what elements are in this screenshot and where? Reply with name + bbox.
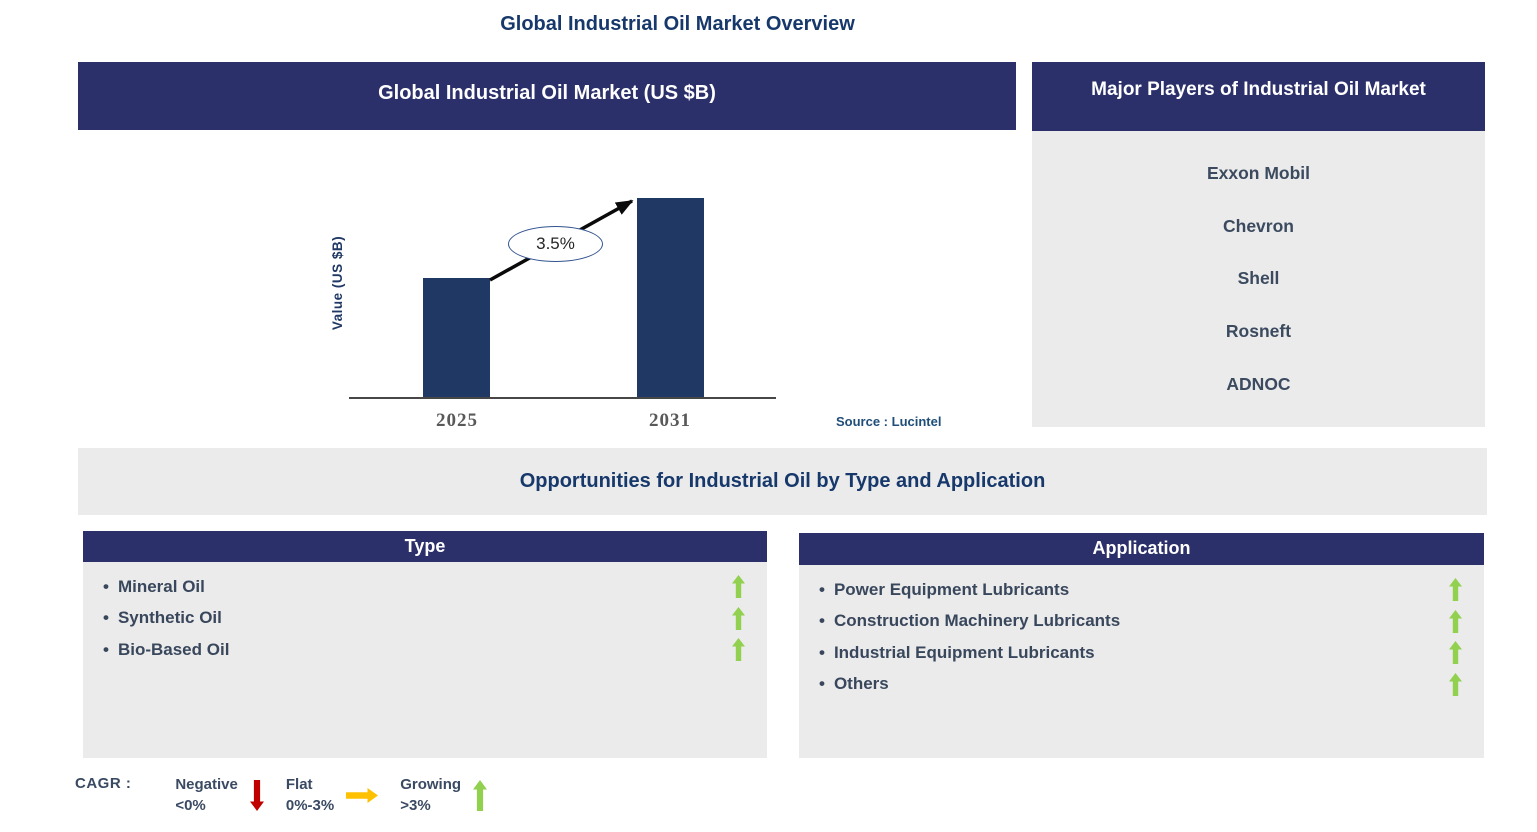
cagr-legend-label: CAGR : [75, 775, 132, 792]
application-panel-header: Application [799, 533, 1484, 565]
bar-2031 [637, 198, 704, 397]
cagr-annotation: 3.5% [508, 226, 603, 262]
up-arrow-icon [1449, 641, 1462, 665]
legend-entry-range: <0% [175, 797, 206, 814]
legend-entry-name: Growing [400, 776, 462, 793]
major-players-list: Exxon Mobil Chevron Shell Rosneft ADNOC [1032, 131, 1485, 427]
application-item-label: Power Equipment Lubricants [819, 580, 1069, 600]
x-axis-line [349, 397, 776, 399]
player-name: Shell [1237, 268, 1280, 289]
up-arrow-icon [1449, 672, 1462, 696]
legend-entry-name: Negative [175, 776, 238, 793]
list-item: Others [799, 669, 1484, 701]
legend-entry-flat: Flat 0%-3% [285, 774, 379, 816]
list-item: Bio-Based Oil [83, 634, 767, 666]
list-item: Industrial Equipment Lubricants [799, 637, 1484, 669]
application-item-label: Others [819, 674, 889, 694]
major-players-title: Major Players of Industrial Oil Market [1091, 78, 1426, 100]
list-item: Power Equipment Lubricants [799, 574, 1484, 606]
growth-arrow-icon [489, 199, 634, 282]
legend-entry-negative: Negative <0% [175, 774, 264, 816]
legend-entry-range: 0%-3% [285, 797, 335, 814]
right-arrow-icon [346, 787, 379, 803]
type-panel-body: Mineral Oil Synthetic Oil Bio-Based Oil [83, 562, 767, 758]
application-item-label: Industrial Equipment Lubricants [819, 643, 1095, 663]
up-arrow-icon [473, 779, 488, 811]
player-name: Rosneft [1225, 321, 1292, 342]
player-name: Chevron [1223, 215, 1294, 236]
type-item-label: Synthetic Oil [103, 608, 222, 628]
opportunities-band-title: Opportunities for Industrial Oil by Type… [78, 448, 1487, 515]
up-arrow-icon [732, 638, 745, 662]
up-arrow-icon [732, 575, 745, 599]
type-item-label: Bio-Based Oil [103, 640, 229, 660]
down-arrow-icon [249, 779, 264, 811]
type-panel-header: Type [83, 531, 767, 562]
x-tick-2025: 2025 [436, 410, 478, 431]
legend-entry-name: Flat [285, 776, 313, 793]
market-chart-panel-title: Global Industrial Oil Market (US $B) [378, 81, 716, 104]
x-tick-2031: 2031 [649, 410, 691, 431]
source-note: Source : Lucintel [836, 414, 942, 429]
page-title: Global Industrial Oil Market Overview [500, 13, 855, 35]
up-arrow-icon [1449, 609, 1462, 633]
legend-entry-range: >3% [400, 797, 431, 814]
up-arrow-icon [732, 606, 745, 630]
legend-entry-growing: Growing >3% [400, 774, 488, 816]
bar-2025 [423, 278, 490, 397]
major-players-header: Major Players of Industrial Oil Market [1032, 62, 1485, 131]
type-item-label: Mineral Oil [103, 577, 205, 597]
market-chart-panel-header: Global Industrial Oil Market (US $B) [78, 62, 1016, 130]
application-item-label: Construction Machinery Lubricants [819, 611, 1120, 631]
player-name: ADNOC [1226, 374, 1291, 395]
list-item: Synthetic Oil [83, 603, 767, 635]
list-item: Construction Machinery Lubricants [799, 606, 1484, 638]
application-panel-body: Power Equipment Lubricants Construction … [799, 565, 1484, 758]
list-item: Mineral Oil [83, 571, 767, 603]
player-name: Exxon Mobil [1206, 162, 1311, 183]
cagr-legend: CAGR : Negative <0% Flat 0%-3% Growing >… [75, 774, 509, 816]
up-arrow-icon [1449, 578, 1462, 602]
